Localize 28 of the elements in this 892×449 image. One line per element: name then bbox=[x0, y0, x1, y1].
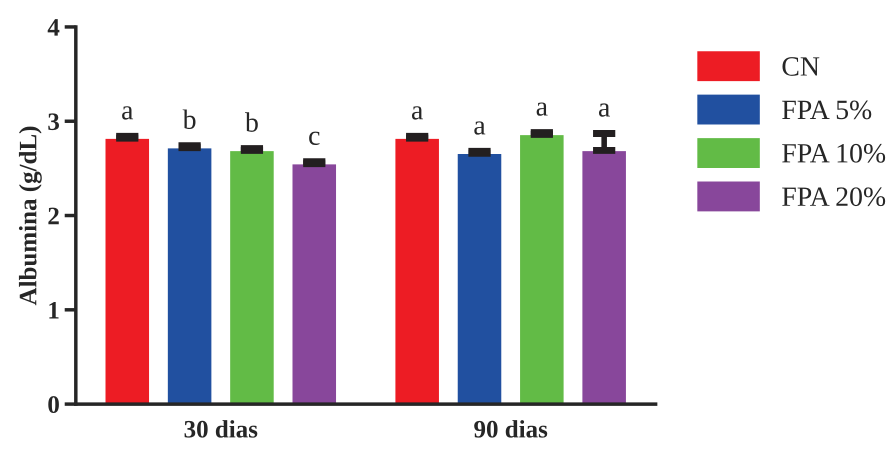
y-tick-label: 0 bbox=[48, 396, 59, 414]
legend-label: FPA 20% bbox=[782, 187, 886, 206]
data-label: a bbox=[412, 106, 423, 120]
legend-label: FPA 10% bbox=[782, 144, 886, 163]
bar bbox=[456, 152, 503, 404]
y-tick-label: 3 bbox=[48, 113, 59, 130]
legend-label: FPA 5% bbox=[782, 100, 872, 120]
bar bbox=[166, 146, 213, 404]
bar bbox=[394, 138, 440, 404]
bar bbox=[291, 162, 338, 404]
data-label: c bbox=[309, 132, 320, 146]
bar bbox=[518, 134, 565, 404]
y-axis-title: Albumina (g/dL) bbox=[18, 126, 42, 306]
x-tick-label: 30 dias bbox=[184, 420, 258, 438]
data-label: b bbox=[244, 112, 258, 132]
x-tick-label: 90 dias bbox=[474, 420, 548, 438]
bar bbox=[104, 138, 150, 404]
data-label: a bbox=[598, 103, 610, 117]
data-label: a bbox=[474, 121, 486, 135]
bar bbox=[581, 150, 628, 404]
data-label: a bbox=[536, 102, 548, 116]
y-tick-label: 4 bbox=[48, 19, 60, 36]
data-label: b bbox=[182, 109, 196, 129]
y-tick-label: 1 bbox=[49, 302, 59, 318]
data-label: a bbox=[122, 106, 134, 120]
legend-label: CN bbox=[782, 57, 820, 76]
bar bbox=[228, 150, 276, 404]
y-tick-label: 2 bbox=[48, 208, 59, 224]
